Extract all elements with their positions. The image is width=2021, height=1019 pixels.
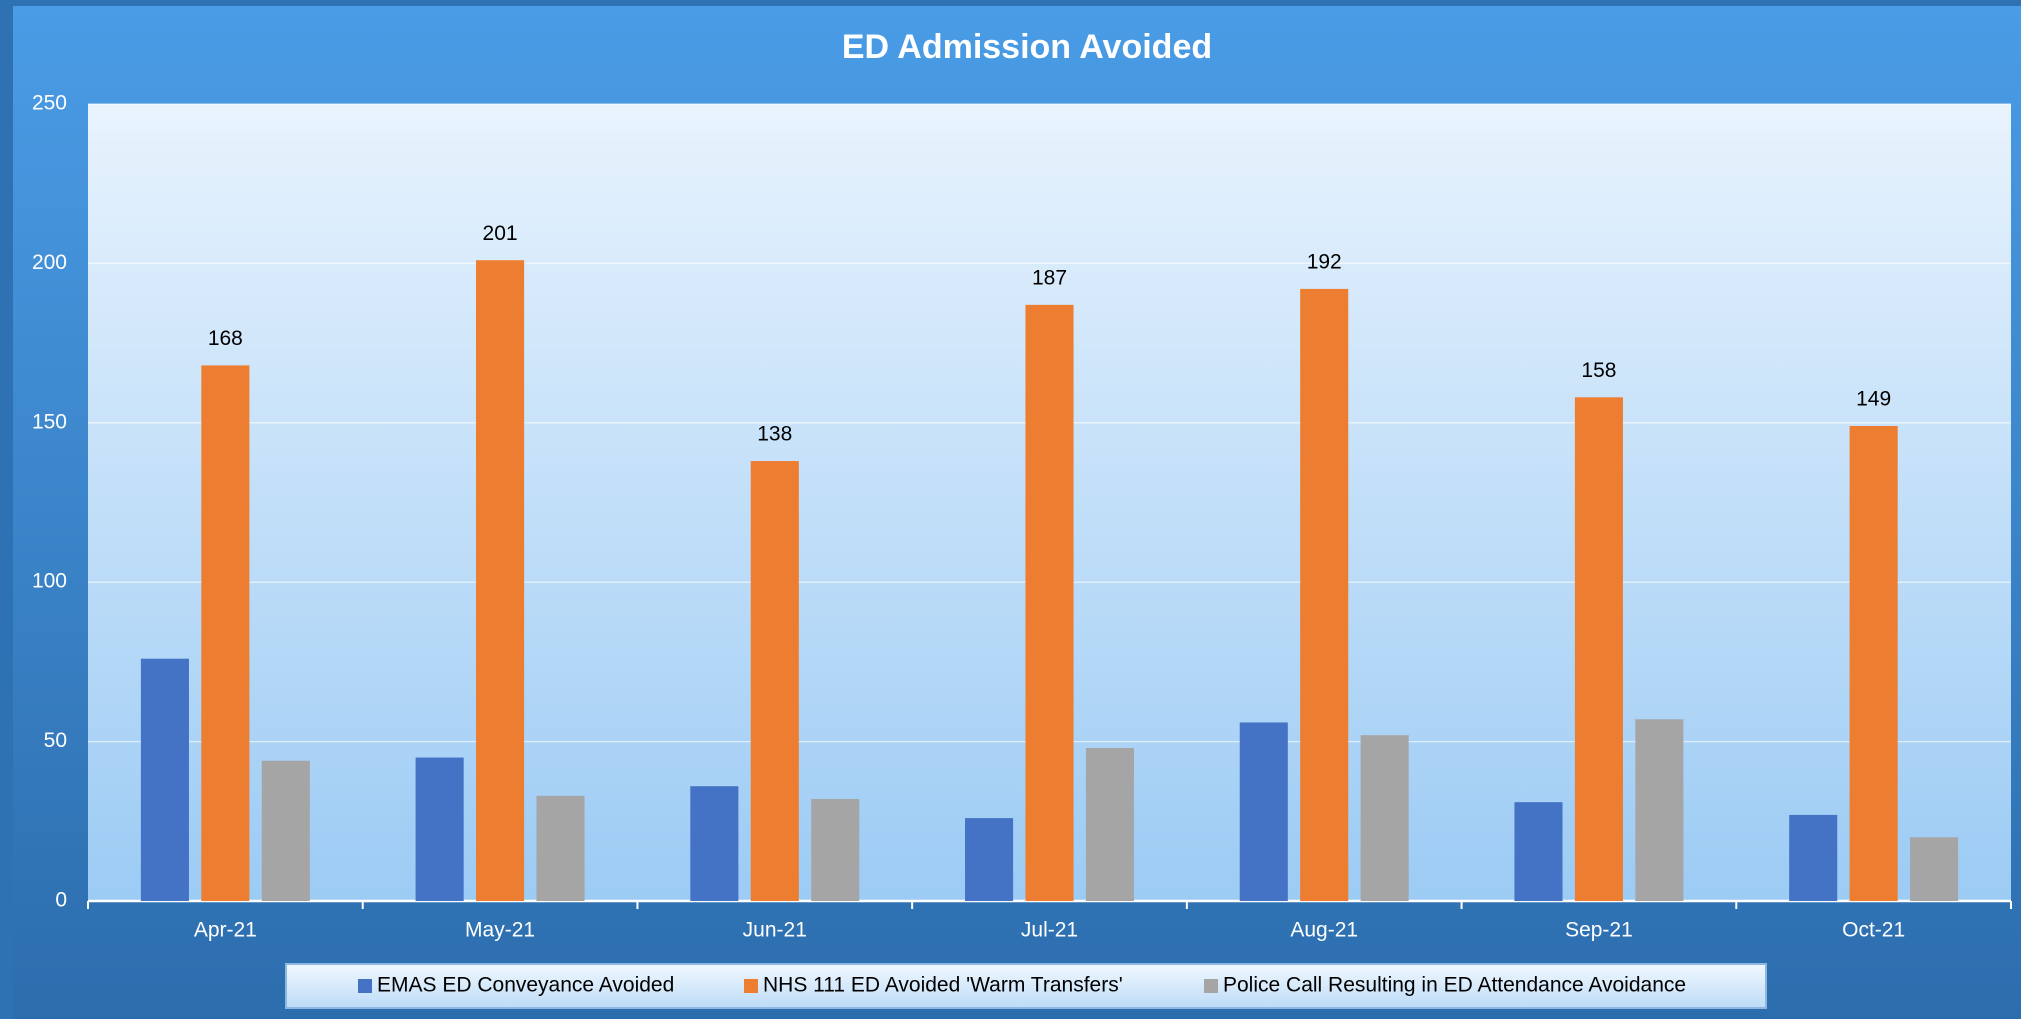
y-tick-label: 100 <box>32 570 67 593</box>
bar <box>1025 304 1074 901</box>
bar <box>476 260 525 901</box>
bar <box>1635 719 1684 901</box>
y-tick-label: 0 <box>55 889 67 912</box>
y-tick-label: 150 <box>32 410 67 433</box>
legend-swatch <box>358 979 372 993</box>
legend-swatch <box>744 979 758 993</box>
y-tick-label: 200 <box>32 251 67 274</box>
bar <box>690 786 739 901</box>
bar <box>750 461 799 901</box>
x-tick-label: Jul-21 <box>1021 919 1078 942</box>
bar <box>965 818 1014 901</box>
data-label: 201 <box>483 222 518 245</box>
data-label: 187 <box>1032 266 1067 289</box>
legend <box>285 963 1767 1009</box>
data-label: 158 <box>1581 359 1616 382</box>
bar <box>1910 837 1959 901</box>
bar <box>811 798 860 901</box>
legend-swatch <box>1204 979 1218 993</box>
bar <box>1300 288 1349 901</box>
bar <box>1085 747 1134 901</box>
x-tick-label: Oct-21 <box>1842 919 1905 942</box>
legend-label: EMAS ED Conveyance Avoided <box>377 974 674 997</box>
bar <box>201 365 250 901</box>
bar <box>1239 722 1288 901</box>
legend-label: Police Call Resulting in ED Attendance A… <box>1223 974 1686 997</box>
bar <box>536 795 585 901</box>
bar <box>415 757 464 901</box>
bar <box>1789 814 1838 901</box>
bar <box>140 658 189 901</box>
x-tick-label: Aug-21 <box>1290 919 1358 942</box>
bar <box>1849 425 1898 901</box>
y-tick-label: 50 <box>44 729 67 752</box>
legend-label: NHS 111 ED Avoided 'Warm Transfers' <box>763 974 1123 997</box>
y-tick-label: 250 <box>32 92 67 115</box>
data-label: 168 <box>208 327 243 350</box>
x-tick-label: Jun-21 <box>743 919 807 942</box>
bar <box>1360 735 1409 901</box>
data-label: 192 <box>1307 250 1342 273</box>
bar <box>261 760 310 901</box>
bar <box>1514 802 1563 901</box>
x-tick-label: Sep-21 <box>1565 919 1633 942</box>
data-label: 138 <box>757 423 792 446</box>
x-tick-label: Apr-21 <box>194 919 257 942</box>
chart-title: ED Admission Avoided <box>842 28 1212 66</box>
x-tick-label: May-21 <box>465 919 535 942</box>
bar <box>1574 397 1623 901</box>
data-label: 149 <box>1856 388 1891 411</box>
